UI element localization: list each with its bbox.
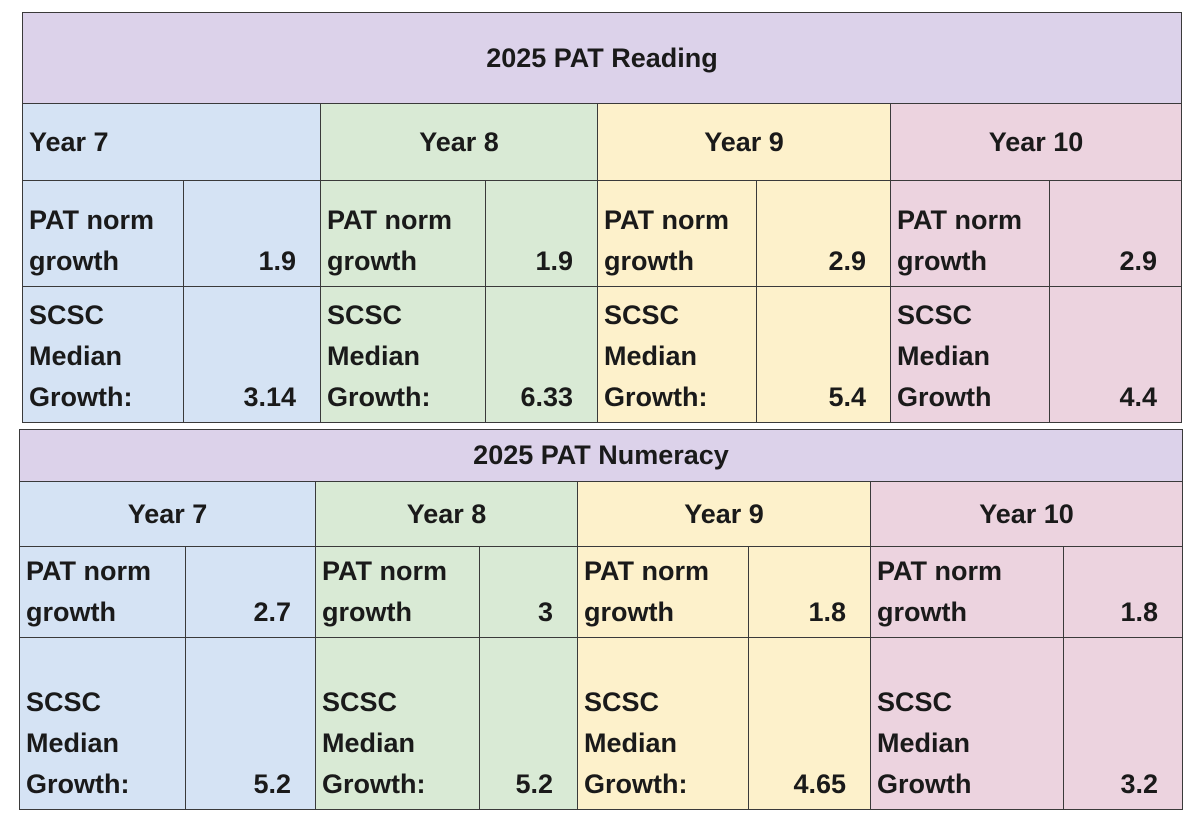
- reading-year7-header: Year 7: [22, 103, 321, 181]
- numeracy-year10-norm-label: PAT norm growth: [870, 546, 1064, 638]
- numeracy-year10-median-value: 3.2: [1063, 637, 1183, 810]
- reading-year8-median-value: 6.33: [485, 286, 598, 423]
- numeracy-year9-norm-label: PAT norm growth: [577, 546, 749, 638]
- reading-year9-norm-value: 2.9: [756, 180, 891, 287]
- reading-title: 2025 PAT Reading: [22, 12, 1182, 104]
- reading-year8-norm-value: 1.9: [485, 180, 598, 287]
- reading-year8-header: Year 8: [320, 103, 598, 181]
- reading-year8-norm-label: PAT norm growth: [320, 180, 486, 287]
- numeracy-year8-median-value: 5.2: [479, 637, 578, 810]
- numeracy-year10-header: Year 10: [870, 481, 1183, 547]
- numeracy-year10-norm-value: 1.8: [1063, 546, 1183, 638]
- numeracy-year7-median-label: SCSC Median Growth:: [19, 637, 186, 810]
- reading-year7-median-label: SCSC Median Growth:: [22, 286, 184, 423]
- reading-year8-median-label: SCSC Median Growth:: [320, 286, 486, 423]
- numeracy-year10-median-label: SCSC Median Growth: [870, 637, 1064, 810]
- reading-year7-norm-value: 1.9: [183, 180, 321, 287]
- reading-year9-median-value: 5.4: [756, 286, 891, 423]
- numeracy-year8-header: Year 8: [315, 481, 578, 547]
- numeracy-year9-header: Year 9: [577, 481, 871, 547]
- reading-year7-norm-label: PAT norm growth: [22, 180, 184, 287]
- reading-year10-median-label: SCSC Median Growth: [890, 286, 1050, 423]
- reading-year10-median-value: 4.4: [1049, 286, 1182, 423]
- numeracy-year9-median-value: 4.65: [748, 637, 871, 810]
- reading-year9-norm-label: PAT norm growth: [597, 180, 757, 287]
- reading-year9-header: Year 9: [597, 103, 891, 181]
- numeracy-year7-norm-label: PAT norm growth: [19, 546, 186, 638]
- reading-year10-header: Year 10: [890, 103, 1182, 181]
- reading-year9-median-label: SCSC Median Growth:: [597, 286, 757, 423]
- numeracy-year8-norm-label: PAT norm growth: [315, 546, 480, 638]
- numeracy-year7-header: Year 7: [19, 481, 316, 547]
- numeracy-year7-norm-value: 2.7: [185, 546, 316, 638]
- numeracy-year8-median-label: SCSC Median Growth:: [315, 637, 480, 810]
- numeracy-title: 2025 PAT Numeracy: [19, 429, 1183, 482]
- numeracy-year8-norm-value: 3: [479, 546, 578, 638]
- reading-year7-median-value: 3.14: [183, 286, 321, 423]
- numeracy-year7-median-value: 5.2: [185, 637, 316, 810]
- reading-year10-norm-label: PAT norm growth: [890, 180, 1050, 287]
- numeracy-year9-median-label: SCSC Median Growth:: [577, 637, 749, 810]
- numeracy-year9-norm-value: 1.8: [748, 546, 871, 638]
- reading-year10-norm-value: 2.9: [1049, 180, 1182, 287]
